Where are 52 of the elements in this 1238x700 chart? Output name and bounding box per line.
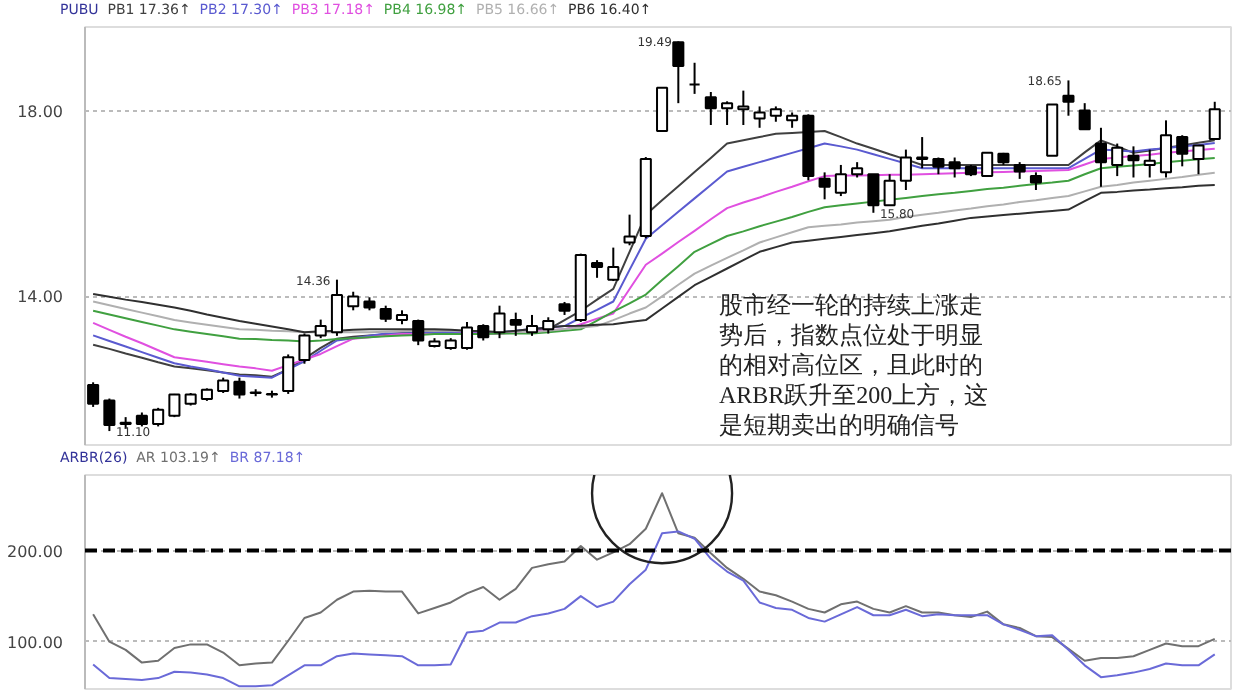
candlestick (493, 304, 506, 340)
candlestick (818, 171, 831, 201)
candlestick (721, 100, 734, 126)
candlestick (623, 213, 636, 247)
candlestick (704, 91, 717, 126)
candlestick (916, 136, 929, 170)
candlestick (282, 353, 295, 395)
candlestick (672, 40, 685, 105)
line-series (92, 530, 1216, 688)
candlestick (1094, 126, 1107, 188)
candlestick (87, 381, 100, 408)
annotation: 股市经一轮的持续上涨走 (718, 291, 983, 319)
candlestick (948, 156, 961, 179)
y-tick-label: 14.00 (17, 288, 64, 307)
annotation: 是短期卖出的明确信号 (718, 411, 959, 439)
candlestick (981, 151, 994, 178)
candlestick (1192, 144, 1205, 176)
y-tick-label: 100.00 (7, 633, 64, 652)
candlestick (737, 89, 750, 126)
candlestick (460, 320, 474, 351)
candlestick (607, 246, 620, 283)
candlestick (1127, 145, 1140, 179)
candlestick (656, 86, 669, 133)
candlestick (1176, 134, 1189, 168)
candlestick (899, 148, 912, 192)
annotation: ARBR跃升至200上方，这 (718, 381, 989, 409)
candlestick (152, 406, 165, 428)
candlestick (298, 332, 311, 365)
y-tick-label: 18.00 (17, 102, 64, 121)
candlestick (509, 311, 522, 337)
candlestick (753, 105, 766, 129)
candlestick (1143, 148, 1156, 179)
candlestick (233, 376, 246, 400)
candlestick (1062, 79, 1075, 117)
line-series (92, 492, 1216, 667)
candlestick (1078, 102, 1091, 131)
candlestick (314, 318, 327, 340)
candlestick (834, 163, 847, 198)
candlestick (1111, 142, 1124, 178)
candlestick (525, 313, 539, 337)
candlestick (1208, 100, 1221, 140)
candlestick (688, 61, 701, 95)
candlestick (412, 318, 425, 347)
annotation: 的相对高位区，且此时的 (718, 351, 983, 379)
annotation: 势后，指数点位处于明显 (718, 321, 983, 349)
candlestick (103, 397, 116, 433)
candlestick (330, 278, 343, 337)
y-tick-label: 200.00 (7, 542, 64, 561)
candlestick (347, 290, 360, 312)
candlestick (1159, 119, 1173, 179)
candlestick (867, 173, 880, 214)
candlestick (883, 173, 896, 207)
